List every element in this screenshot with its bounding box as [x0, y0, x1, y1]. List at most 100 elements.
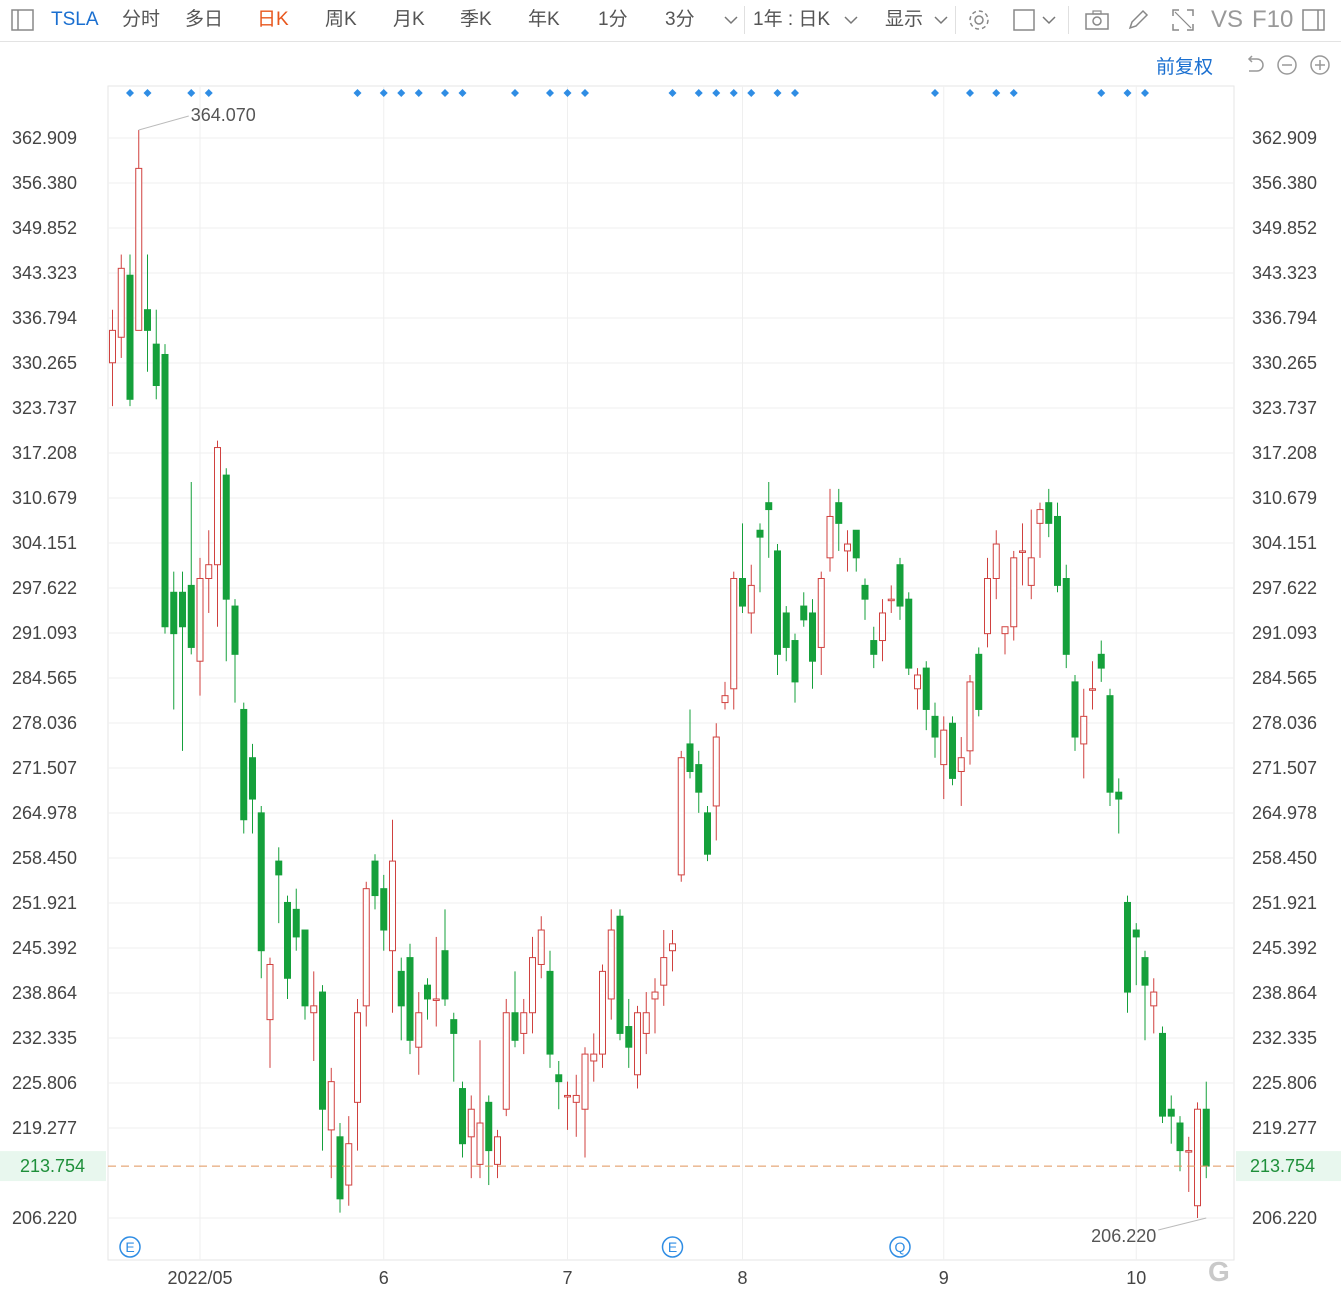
chevron-down-icon[interactable] — [838, 7, 864, 33]
candle — [651, 978, 659, 1034]
candle-body-down — [949, 722, 956, 779]
compare-button[interactable]: VS — [1211, 6, 1244, 33]
candle — [424, 978, 431, 1020]
candle — [109, 309, 116, 407]
candle — [511, 971, 519, 1048]
candle-body-up — [721, 695, 729, 704]
tab-daily-k[interactable]: 日K — [257, 9, 289, 30]
candle-body-up — [520, 1012, 528, 1034]
tab-1min[interactable]: 1分 — [598, 9, 628, 30]
y-tick-label-left: 278.036 — [12, 713, 77, 733]
max-annotation-leader — [138, 115, 189, 131]
candle-body-up — [581, 1053, 589, 1110]
tab-quarterly-k[interactable]: 季K — [460, 9, 492, 30]
y-tick-label-left: 232.335 — [12, 1028, 77, 1048]
event-dot-marker — [668, 89, 677, 97]
tab-yearly-k[interactable]: 年K — [528, 9, 560, 30]
square-color-icon[interactable] — [1012, 7, 1038, 33]
y-tick-label-left: 356.380 — [12, 173, 77, 193]
candle — [660, 930, 668, 1006]
tab-multi-day[interactable]: 多日 — [185, 9, 224, 30]
event-dot-marker — [511, 89, 519, 97]
y-tick-label-left: 206.220 — [12, 1208, 77, 1228]
x-tick-label: 10 — [1126, 1268, 1146, 1288]
candle-body-up — [502, 1012, 510, 1110]
candle-body-down — [1045, 502, 1053, 524]
candle-body-down — [441, 950, 449, 1000]
sidebar-toggle-icon[interactable] — [10, 7, 36, 33]
candle-body-up — [940, 729, 948, 766]
chevron-down-icon[interactable] — [718, 7, 744, 33]
candle-body-up — [310, 1005, 318, 1014]
candle — [564, 1081, 571, 1130]
candle-body-down — [739, 578, 746, 607]
candle — [231, 599, 239, 703]
candle — [914, 668, 921, 710]
tab-monthly-k[interactable]: 月K — [393, 9, 425, 30]
f10-button[interactable]: F10 — [1252, 6, 1294, 33]
candle-body-up — [1185, 1150, 1193, 1153]
candle-body-up — [590, 1053, 598, 1062]
candle-body-up — [747, 584, 755, 614]
fullscreen-icon[interactable] — [1170, 7, 1196, 33]
candle-body-down — [546, 970, 554, 1055]
candle-body-down — [152, 343, 160, 387]
y-tick-label-left: 317.208 — [12, 443, 77, 463]
pencil-icon[interactable] — [1125, 7, 1151, 33]
event-marker-label: E — [668, 1239, 677, 1255]
candle-body-down — [179, 591, 186, 628]
candle-body-down — [1097, 653, 1105, 669]
candle — [809, 599, 816, 689]
y-tick-label-right: 219.277 — [1252, 1118, 1317, 1138]
candle-body-down — [240, 708, 248, 821]
candle-body-down — [170, 591, 178, 635]
y-tick-label-left: 238.864 — [12, 983, 77, 1003]
tab-weekly-k[interactable]: 周K — [325, 9, 357, 30]
candle-body-up — [476, 1122, 484, 1165]
panel-toggle-icon[interactable] — [1301, 7, 1327, 33]
candle — [721, 681, 729, 710]
event-dot-marker — [581, 89, 589, 97]
price-adjust-selector[interactable]: 前复权 — [1156, 57, 1214, 78]
candle — [441, 909, 449, 1006]
candle-body-down — [126, 274, 134, 400]
candle-body-up — [730, 578, 738, 690]
candle-body-down — [975, 653, 983, 710]
y-tick-label-left: 323.737 — [12, 398, 77, 418]
y-tick-label-left: 349.852 — [12, 218, 77, 238]
candle — [826, 488, 834, 572]
divider — [1068, 6, 1069, 34]
candle-body-down — [257, 812, 265, 952]
candle — [1159, 1026, 1166, 1124]
y-tick-label-right: 238.864 — [1252, 983, 1317, 1003]
candle — [1071, 674, 1079, 751]
event-circle — [119, 1236, 141, 1258]
camera-icon[interactable] — [1084, 7, 1110, 33]
candle — [476, 1040, 484, 1179]
current-price-badge-left — [0, 1151, 106, 1182]
candle-body-down — [931, 715, 939, 738]
range-selector[interactable]: 1年 : 日K — [753, 9, 831, 30]
divider — [955, 6, 956, 34]
chevron-down-icon[interactable] — [928, 7, 954, 33]
y-tick-label-right: 317.208 — [1252, 443, 1317, 463]
candle-body-down — [249, 757, 256, 800]
event-dot-marker — [1097, 89, 1106, 97]
candle — [800, 592, 808, 627]
reset-icon[interactable] — [1243, 54, 1265, 76]
symbol-label[interactable]: TSLA — [51, 9, 99, 30]
tab-3min[interactable]: 3分 — [665, 9, 695, 30]
candle — [1185, 1136, 1193, 1192]
zoom-in-icon[interactable] — [1309, 54, 1331, 76]
y-tick-label-right: 271.507 — [1252, 758, 1317, 778]
gear-icon[interactable] — [966, 7, 992, 33]
zoom-out-icon[interactable] — [1276, 54, 1298, 76]
display-menu[interactable]: 显示 — [885, 9, 924, 30]
chevron-down-icon[interactable] — [1036, 7, 1062, 33]
candle — [327, 1067, 335, 1179]
candlestick-chart[interactable]: 362.909 362.909 356.380 356.380 349.852 349.8… — [0, 41, 1341, 1304]
candle-body-down — [774, 550, 781, 655]
tab-intraday[interactable]: 分时 — [122, 9, 161, 30]
candle — [249, 743, 256, 834]
candle-body-up — [826, 515, 834, 559]
